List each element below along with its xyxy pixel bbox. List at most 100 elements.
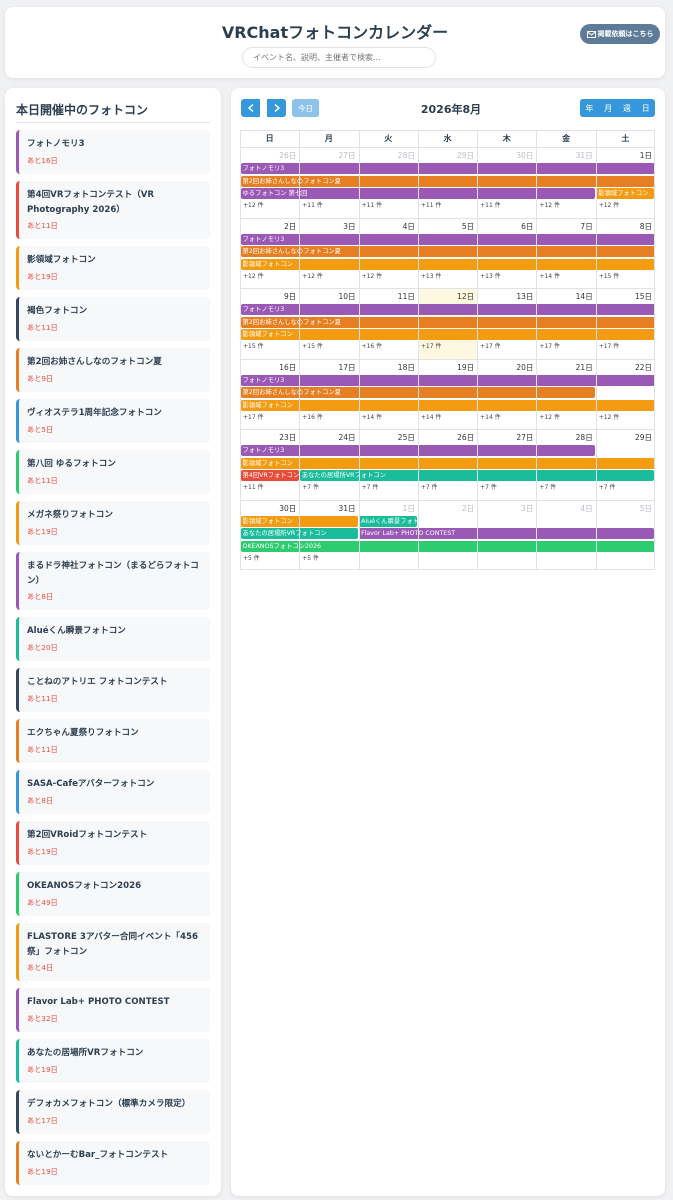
contest-card[interactable]: 第4回VRフォトコンテスト（VR Photography 2026） あと11日 (16, 181, 210, 239)
more-events-link[interactable]: +7 件 (539, 484, 557, 491)
event-bar[interactable]: 第2回お姉さんしなのフォトコン夏 (240, 246, 655, 257)
more-events-link[interactable]: +14 件 (420, 413, 442, 421)
more-events-link[interactable]: +11 件 (361, 202, 383, 209)
day-number: 3日 (521, 503, 534, 513)
contest-card[interactable]: ことねのアトリエ フォトコンテスト あと11日 (16, 668, 210, 712)
more-events-link[interactable]: +17 件 (243, 413, 264, 421)
more-events-link[interactable]: +17 件 (480, 343, 501, 350)
prev-month-button[interactable] (241, 99, 260, 117)
more-events-link[interactable]: +5 件 (243, 554, 260, 562)
more-events-link[interactable]: +11 件 (302, 202, 323, 209)
more-events-link[interactable]: +12 件 (243, 272, 264, 280)
event-bar[interactable]: OKEANOSフォトコン2026 (240, 540, 655, 552)
more-events-link[interactable]: +14 件 (539, 272, 560, 280)
event-bar[interactable]: あなたの居場所VRフォトコン (299, 470, 655, 481)
contest-card[interactable]: FLASTORE 3アバター合同イベント「456祭」フォトコン あと4日 (16, 923, 210, 981)
more-events-link[interactable]: +17 件 (598, 343, 620, 350)
view-day-button[interactable]: 日 (641, 103, 650, 113)
more-events-link[interactable]: +7 件 (480, 484, 497, 491)
contest-card[interactable]: OKEANOSフォトコン2026 あと49日 (16, 872, 210, 916)
event-bar[interactable]: 影領域フォトコン (240, 258, 655, 270)
more-events-link[interactable]: +11 件 (243, 484, 264, 491)
more-events-link[interactable]: +16 件 (361, 343, 383, 350)
event-bar[interactable]: 第4回VRフォトコン (240, 470, 299, 481)
event-bar[interactable]: 影領域フォトコン (240, 329, 655, 340)
chevron-right-icon (274, 104, 280, 112)
more-events-link[interactable]: +15 件 (243, 343, 264, 350)
more-events-link[interactable]: +12 件 (598, 413, 620, 421)
more-events-link[interactable]: +12 件 (539, 202, 560, 209)
event-bar[interactable]: フォトノモリ3 (240, 163, 655, 174)
event-bar[interactable]: フォトノモリ3 (240, 233, 655, 245)
contest-card[interactable]: メガネ祭りフォトコン あと19日 (16, 501, 210, 545)
more-events-link[interactable]: +12 件 (302, 272, 323, 280)
more-events-link[interactable]: +13 件 (420, 272, 442, 280)
contest-card[interactable]: あなたの居場所VRフォトコン あと19日 (16, 1039, 210, 1083)
weekday-header: 月 (324, 134, 333, 143)
event-bar[interactable]: Flavor Lab+ PHOTO CONTEST (359, 528, 655, 539)
contest-card[interactable]: フォトノモリ3 あと16日 (16, 130, 210, 174)
more-events-link[interactable]: +5 件 (302, 554, 320, 562)
more-events-link[interactable]: +7 件 (598, 484, 616, 491)
request-listing-button[interactable]: 掲載依頼はこちら (580, 24, 660, 44)
contest-card[interactable]: Aluéくん瞬景フォトコン あと20日 (16, 617, 210, 661)
day-number: 28日 (575, 433, 593, 442)
contest-card[interactable]: 第2回VRoidフォトコンテスト あと19日 (16, 821, 210, 865)
header: VRChatフォトコンカレンダー 掲載依頼はこちら (5, 7, 665, 78)
more-events-link[interactable]: +12 件 (243, 202, 264, 209)
contest-card[interactable]: SASA-Cafeアバターフォトコン あと8日 (16, 770, 210, 814)
event-bar[interactable]: フォトノモリ3 (240, 374, 655, 386)
contest-remaining: あと5日 (27, 425, 54, 434)
more-events-link[interactable]: +11 件 (420, 202, 442, 209)
grid-line (299, 130, 301, 570)
more-events-link[interactable]: +17 件 (539, 343, 560, 350)
grid-line (240, 358, 655, 360)
contest-remaining: あと8日 (27, 796, 54, 805)
contest-remaining: あと11日 (27, 323, 58, 332)
event-bar[interactable]: 第2回お姉さんしなのフォトコン夏 (240, 316, 655, 328)
more-events-link[interactable]: +14 件 (361, 413, 383, 421)
day-number: 30日 (516, 151, 534, 160)
event-bar[interactable]: 影領域フォトコン (240, 399, 655, 411)
more-events-link[interactable]: +17 件 (420, 343, 442, 350)
more-events-link[interactable]: +7 件 (361, 484, 379, 491)
event-bar[interactable]: フォトノモリ3 (240, 304, 655, 315)
contest-card[interactable]: 影領域フォトコン あと19日 (16, 246, 210, 290)
more-events-link[interactable]: +12 件 (539, 413, 560, 421)
more-events-link[interactable]: +15 件 (598, 272, 620, 280)
event-bar[interactable]: 影領域フォトコン (240, 457, 655, 469)
more-events-link[interactable]: +16 件 (302, 413, 323, 421)
event-bar[interactable]: Aluéくん瞬景フォトコン (359, 515, 418, 527)
today-button[interactable]: 今日 (292, 99, 319, 117)
contest-card[interactable]: Flavor Lab+ PHOTO CONTEST あと32日 (16, 988, 210, 1032)
day-number: 16日 (279, 362, 297, 372)
day-number: 25日 (397, 433, 415, 442)
contest-card[interactable]: ヴィオステラ1周年記念フォトコン あと5日 (16, 399, 210, 443)
more-events-link[interactable]: +13 件 (480, 272, 501, 280)
sidebar: 本日開催中のフォトコン フォトノモリ3 あと16日 第4回VRフォトコンテスト（VR… (5, 88, 221, 1196)
more-events-link[interactable]: +7 件 (420, 484, 438, 491)
day-number: 30日 (279, 503, 297, 513)
more-events-link[interactable]: +12 件 (598, 202, 620, 209)
contest-card[interactable]: ないとかーむBar_フォトコンテスト あと19日 (16, 1141, 210, 1185)
contest-card[interactable]: デフォカメフォトコン（標準カメラ限定） あと17日 (16, 1090, 210, 1134)
more-events-link[interactable]: +12 件 (361, 272, 383, 280)
contest-card[interactable]: エクちゃん夏祭りフォトコン あと11日 (16, 719, 210, 763)
contest-remaining: あと11日 (27, 745, 58, 754)
contest-card[interactable]: 第八回 ゆるフォトコン あと11日 (16, 450, 210, 494)
more-events-link[interactable]: +14 件 (480, 413, 501, 421)
more-events-link[interactable]: +15 件 (302, 343, 323, 350)
more-events-link[interactable]: +7 件 (302, 484, 320, 491)
more-events-link[interactable]: +11 件 (480, 202, 501, 209)
next-month-button[interactable] (267, 99, 286, 117)
view-week-button[interactable]: 週 (622, 103, 631, 113)
view-month-button[interactable]: 月 (604, 103, 613, 113)
contest-card[interactable]: 第2回お姉さんしなのフォトコン夏 あと9日 (16, 348, 210, 392)
grid-line (358, 130, 360, 570)
search-input[interactable] (242, 47, 436, 68)
view-year-button[interactable]: 年 (585, 103, 594, 113)
contest-card[interactable]: 褐色フォトコン あと11日 (16, 297, 210, 341)
contest-card[interactable]: まるドラ神社フォトコン（まるどらフォトコン） あと8日 (16, 552, 210, 610)
event-bar[interactable]: 影領域フォトコン (596, 188, 655, 199)
event-bar[interactable]: 第2回お姉さんしなのフォトコン夏 (240, 175, 655, 187)
